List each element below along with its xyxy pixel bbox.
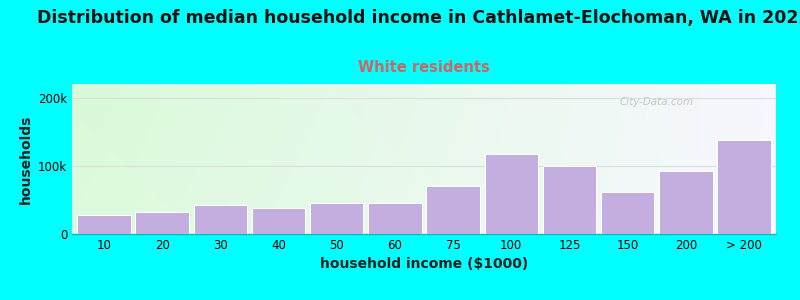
Text: White residents: White residents (358, 60, 490, 75)
Y-axis label: households: households (18, 114, 33, 204)
Bar (718, 140, 770, 234)
Bar (542, 166, 596, 234)
Bar (601, 192, 654, 234)
Bar (78, 215, 130, 234)
Text: City-Data.com: City-Data.com (619, 97, 694, 107)
Bar (252, 208, 306, 234)
Bar (659, 171, 713, 234)
X-axis label: household income ($1000): household income ($1000) (320, 257, 528, 272)
Bar (194, 206, 247, 234)
Bar (368, 202, 422, 234)
Bar (426, 186, 480, 234)
Bar (310, 203, 363, 234)
Bar (135, 212, 189, 234)
Text: Distribution of median household income in Cathlamet-Elochoman, WA in 2022: Distribution of median household income … (37, 9, 800, 27)
Bar (485, 154, 538, 234)
